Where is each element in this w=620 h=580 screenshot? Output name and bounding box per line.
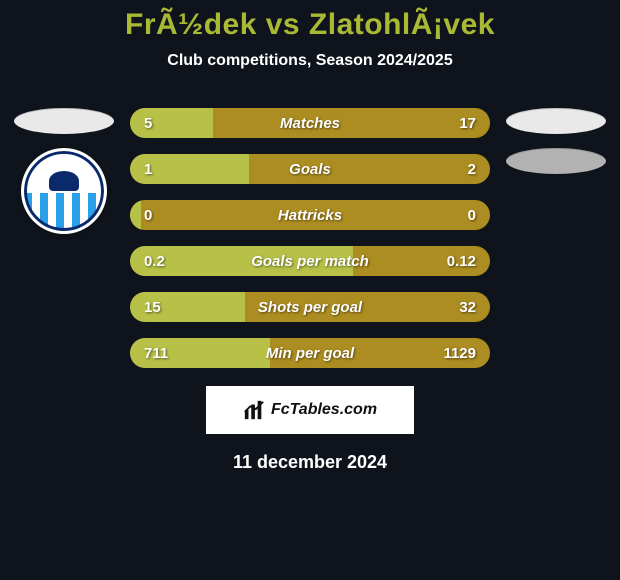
comparison-card: FrÃ½dek vs ZlatohlÃ¡vek Club competition… [0,0,620,580]
page-subtitle: Club competitions, Season 2024/2025 [0,52,620,70]
stat-row: 5Matches17 [130,108,490,138]
left-player-col [8,108,120,234]
main-row: 5Matches17 1Goals2 0Hattricks0 0.2Goals per… [0,108,620,368]
stat-label: Min per goal [130,338,490,368]
player-photo-placeholder [14,108,114,134]
branding-badge[interactable]: FcTables.com [206,386,414,434]
right-player-col [500,108,612,174]
stat-row: 1Goals2 [130,154,490,184]
stat-label: Shots per goal [130,292,490,322]
date-text: 11 december 2024 [0,452,620,473]
stat-value-right: 0.12 [447,246,476,276]
player-photo-placeholder [506,108,606,134]
stat-bars: 5Matches17 1Goals2 0Hattricks0 0.2Goals per… [120,108,500,368]
stat-value-right: 1129 [443,338,476,368]
chart-icon [243,399,265,421]
stat-label: Matches [130,108,490,138]
stat-row: 711Min per goal1129 [130,338,490,368]
stat-row: 0.2Goals per match0.12 [130,246,490,276]
stat-value-right: 17 [459,108,476,138]
stat-label: Goals per match [130,246,490,276]
stat-value-right: 0 [468,200,476,230]
stat-row: 0Hattricks0 [130,200,490,230]
branding-text: FcTables.com [271,401,377,419]
page-title: FrÃ½dek vs ZlatohlÃ¡vek [0,0,620,42]
stat-value-right: 2 [468,154,476,184]
stat-value-right: 32 [459,292,476,322]
club-logo-icon [21,148,107,234]
club-logo-placeholder [506,148,606,174]
stat-row: 15Shots per goal32 [130,292,490,322]
stat-label: Hattricks [130,200,490,230]
stat-label: Goals [130,154,490,184]
